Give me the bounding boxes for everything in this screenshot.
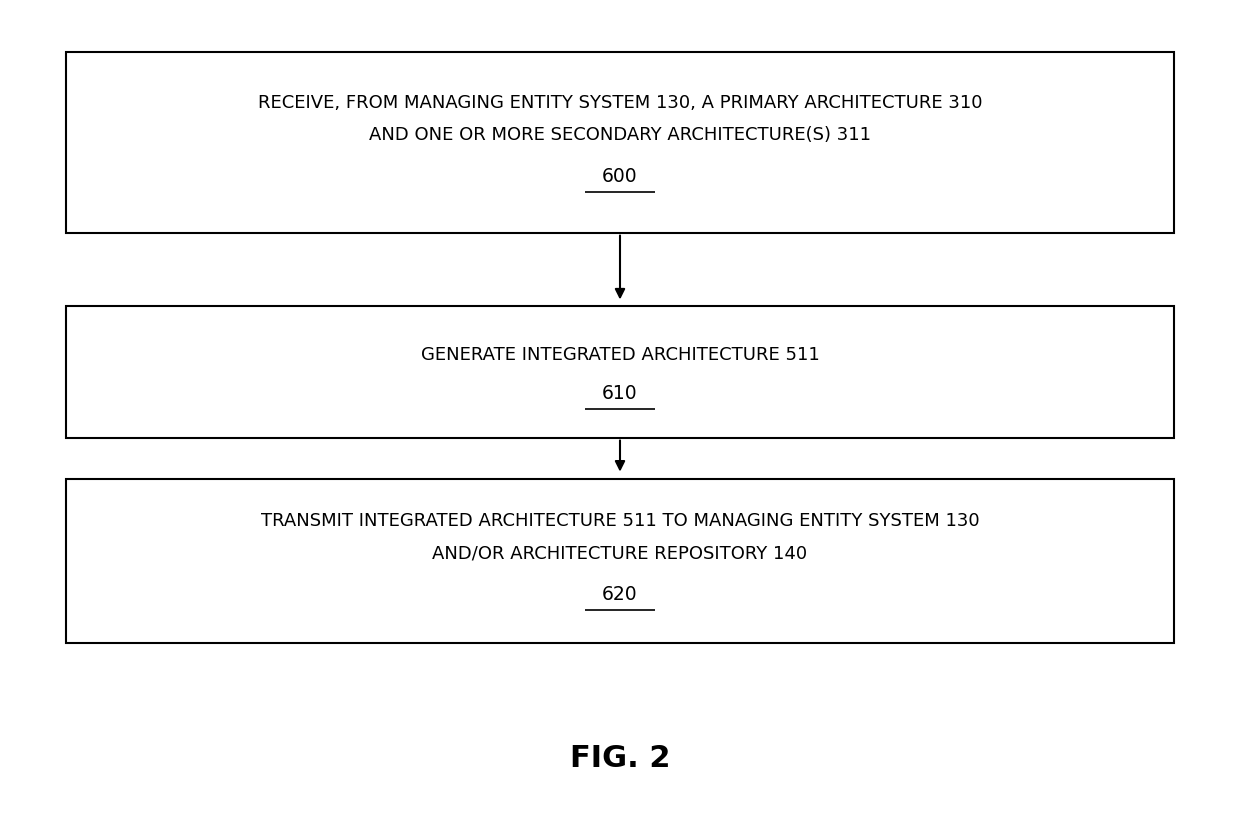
FancyBboxPatch shape [66, 53, 1174, 233]
Text: RECEIVE, FROM MANAGING ENTITY SYSTEM 130, A PRIMARY ARCHITECTURE 310: RECEIVE, FROM MANAGING ENTITY SYSTEM 130… [258, 93, 982, 112]
FancyBboxPatch shape [66, 479, 1174, 643]
Text: GENERATE INTEGRATED ARCHITECTURE 511: GENERATE INTEGRATED ARCHITECTURE 511 [420, 346, 820, 364]
Text: FIG. 2: FIG. 2 [569, 743, 671, 772]
Text: AND/OR ARCHITECTURE REPOSITORY 140: AND/OR ARCHITECTURE REPOSITORY 140 [433, 543, 807, 562]
Text: 620: 620 [603, 584, 637, 603]
Text: 600: 600 [603, 166, 637, 185]
Text: AND ONE OR MORE SECONDARY ARCHITECTURE(S) 311: AND ONE OR MORE SECONDARY ARCHITECTURE(S… [370, 127, 870, 144]
Text: 610: 610 [603, 384, 637, 403]
FancyBboxPatch shape [66, 307, 1174, 438]
Text: TRANSMIT INTEGRATED ARCHITECTURE 511 TO MANAGING ENTITY SYSTEM 130: TRANSMIT INTEGRATED ARCHITECTURE 511 TO … [260, 511, 980, 529]
